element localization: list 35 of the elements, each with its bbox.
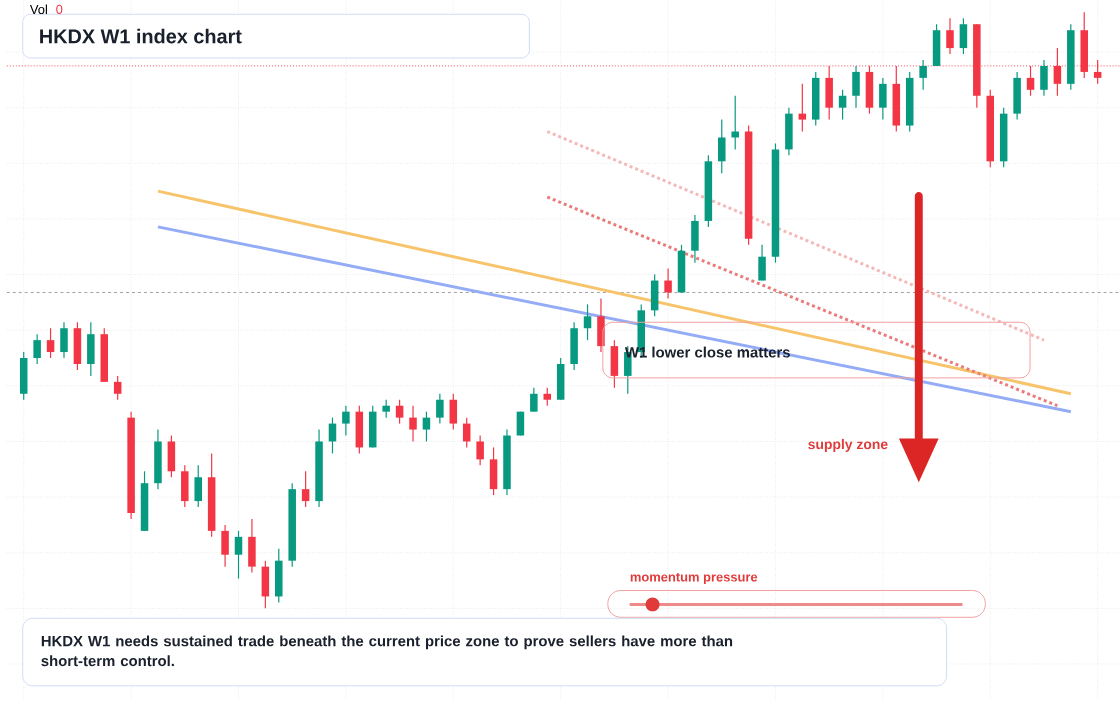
candlestick — [395, 399, 404, 425]
candlestick — [852, 65, 860, 109]
candlestick — [919, 59, 927, 91]
candlestick — [234, 530, 243, 580]
annotation: 0 — [56, 4, 63, 15]
text: HKDX W1 index chart — [40, 29, 242, 44]
candlestick — [194, 464, 202, 508]
candlestick — [530, 387, 538, 413]
candlestick — [449, 393, 458, 431]
candlestick — [583, 303, 592, 341]
candlestick — [409, 405, 417, 443]
candlestick — [664, 268, 672, 300]
candlestick — [476, 435, 484, 467]
candlestick — [221, 524, 229, 568]
candlestick — [838, 89, 847, 121]
candlestick — [718, 119, 726, 175]
candlestick — [959, 17, 968, 55]
candlestick — [436, 393, 444, 425]
candlestick — [33, 333, 41, 365]
annotation: supply zone — [808, 439, 888, 453]
text: HKDX W1 needs sustained trade beneath the current price zone to prove sellers have more than short-term control. — [41, 635, 733, 667]
candlestick — [301, 470, 310, 508]
candlestick — [1026, 65, 1035, 97]
candlestick — [113, 375, 122, 401]
candlestick — [422, 411, 431, 443]
annotation: Vol — [29, 4, 47, 15]
candlestick — [60, 321, 68, 359]
candlestick — [342, 405, 350, 437]
candlestick — [798, 83, 807, 133]
candlestick — [879, 77, 887, 121]
candlestick — [946, 17, 954, 55]
annotation: momentum pressure — [630, 573, 758, 585]
candlestick — [1040, 59, 1048, 97]
candlestick — [46, 327, 55, 359]
candlestick — [758, 244, 766, 282]
